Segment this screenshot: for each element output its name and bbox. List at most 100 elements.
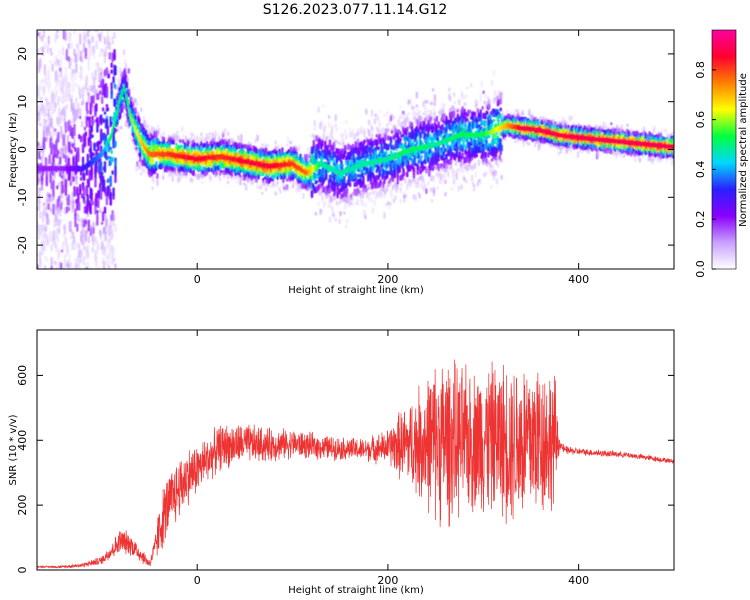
spectrogram-cell xyxy=(57,96,60,107)
spectrogram-cell xyxy=(425,188,428,194)
spectrogram-cell xyxy=(104,231,108,242)
spectrogram-cell xyxy=(219,134,222,139)
spectrogram-cell xyxy=(90,174,93,181)
spectrogram-cell xyxy=(49,6,51,16)
spectrogram-cell xyxy=(80,56,84,63)
spectrogram-cell xyxy=(86,261,90,269)
spectrogram-cell xyxy=(226,180,230,185)
spectrogram-cell xyxy=(111,36,114,40)
spectrogram-cell xyxy=(91,246,94,253)
spectrogram-cell xyxy=(260,183,263,188)
spectrogram-cell xyxy=(88,288,90,292)
spectrogram-cell xyxy=(248,150,252,155)
spectrogram-cell xyxy=(348,182,352,187)
spectrogram-cell xyxy=(110,62,113,68)
spectrogram-cell xyxy=(175,135,178,142)
spectrogram-cell xyxy=(112,3,114,10)
spectrogram-cell xyxy=(56,33,59,39)
spectrogram-cell xyxy=(39,47,43,52)
spectrogram-cell xyxy=(98,244,101,250)
spectrogram-cell xyxy=(55,214,58,222)
spectrogram-cell xyxy=(58,195,61,203)
spectrogram-cell xyxy=(321,140,324,147)
spectrogram-cell xyxy=(80,238,84,246)
spectrogram-cell xyxy=(86,254,90,260)
spectrogram-cell xyxy=(76,186,79,195)
spectrogram-cell xyxy=(108,42,111,51)
spectrogram-cell xyxy=(44,71,48,82)
spectrogram-cell xyxy=(201,181,204,185)
spectrogram-cell xyxy=(42,30,46,38)
spectrogram-cell xyxy=(88,30,91,33)
spectrogram-cell xyxy=(324,125,327,130)
spectrogram-cell xyxy=(243,143,246,149)
spectrogram-cell xyxy=(48,78,51,89)
spectrogram-cell xyxy=(38,104,41,114)
spectrogram-cell xyxy=(77,282,79,293)
spectrogram-cell xyxy=(208,135,212,139)
spectrogram-cell xyxy=(140,107,143,113)
spectrogram-cell xyxy=(378,121,381,128)
spectrogram-cell xyxy=(38,18,40,29)
spectrogram-cell xyxy=(128,135,131,141)
spectrogram-cell xyxy=(49,268,52,269)
spectrogram-cell xyxy=(328,190,332,194)
spectrogram-cell xyxy=(54,102,57,108)
spectrogram-cell xyxy=(112,0,114,1)
spectrogram-cell xyxy=(78,298,80,303)
spectrogram-cell xyxy=(100,171,104,176)
spectrogram-cell xyxy=(215,165,218,170)
spectrogram-cell xyxy=(85,312,87,320)
spectrogram-cell xyxy=(64,90,68,103)
spectrogram-cell xyxy=(370,126,374,133)
spectrogram-cell xyxy=(236,175,239,179)
spectrogram-cell xyxy=(54,128,57,132)
spectrogram-cell xyxy=(133,143,136,151)
spectrogram-cell xyxy=(73,30,76,35)
spectrogram-cell xyxy=(75,174,78,185)
spectrogram-cell xyxy=(177,135,180,143)
spectrogram-cell xyxy=(132,86,135,90)
spectrogram-cell xyxy=(179,167,182,172)
spectrogram-cell xyxy=(383,212,386,219)
spectrogram-cell xyxy=(219,178,222,182)
spectrogram-cell xyxy=(90,95,93,108)
spectrogram-cell xyxy=(80,121,84,128)
spectrogram-cell xyxy=(96,249,99,255)
spectrogram-cell xyxy=(87,93,90,105)
spectrogram-cell xyxy=(140,172,143,176)
spectrogram-cell xyxy=(114,284,116,295)
spectrogram-cell xyxy=(379,109,382,114)
spectrogram-cell xyxy=(93,249,96,253)
spectrogram-cell xyxy=(62,134,66,146)
spectrogram-cell xyxy=(211,143,214,148)
spectrogram-cell xyxy=(81,156,85,164)
spectrogram-cell xyxy=(65,317,67,328)
spectrogram-cell xyxy=(236,143,239,147)
spectrogram-cell xyxy=(93,289,95,293)
spectrogram-cell xyxy=(156,179,159,186)
spectrogram-cell xyxy=(88,40,91,49)
spectrogram-cell xyxy=(90,125,93,133)
spectrogram-cell xyxy=(40,272,42,279)
spectrogram-cell xyxy=(99,208,102,214)
spectrogram-cell xyxy=(54,11,56,14)
spectrogram-cell xyxy=(45,283,47,294)
spectrogram-cell xyxy=(252,145,255,152)
spectrogram-cell xyxy=(99,278,101,287)
spectrogram-cell xyxy=(135,165,138,172)
spectrogram-cell xyxy=(107,155,111,160)
spectrogram-cell xyxy=(94,69,97,81)
spectrogram-cell xyxy=(361,201,364,207)
spectrogram-cell xyxy=(108,283,110,290)
spectrogram-cell xyxy=(214,130,217,137)
spectrogram-cell xyxy=(345,120,348,125)
spectrogram-cell xyxy=(322,104,325,108)
spectrogram-cell xyxy=(74,216,77,228)
spectrogram-cell xyxy=(76,273,78,278)
spectrogram-cell xyxy=(241,174,244,181)
spectrogram-cell xyxy=(92,309,94,317)
spectrogram-cell xyxy=(91,35,94,43)
spectrogram-cell xyxy=(42,117,46,128)
spectrogram-cell xyxy=(105,87,109,99)
